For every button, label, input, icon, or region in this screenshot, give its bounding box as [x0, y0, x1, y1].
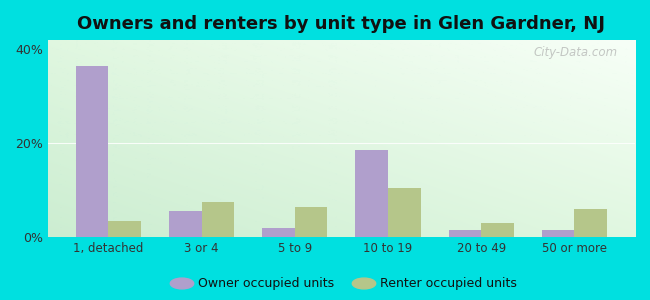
Bar — [542, 230, 575, 237]
Text: City-Data.com: City-Data.com — [533, 46, 618, 59]
Bar — [575, 209, 607, 237]
Bar — [109, 221, 141, 237]
Title: Owners and renters by unit type in Glen Gardner, NJ: Owners and renters by unit type in Glen … — [77, 15, 605, 33]
Text: Owner occupied units: Owner occupied units — [198, 277, 334, 290]
Bar — [75, 66, 109, 237]
Bar — [294, 207, 328, 237]
Text: Renter occupied units: Renter occupied units — [380, 277, 517, 290]
Bar — [388, 188, 421, 237]
Bar — [481, 223, 514, 237]
Bar — [448, 230, 481, 237]
Bar — [169, 211, 202, 237]
Bar — [356, 150, 388, 237]
Bar — [202, 202, 234, 237]
Bar — [262, 228, 294, 237]
